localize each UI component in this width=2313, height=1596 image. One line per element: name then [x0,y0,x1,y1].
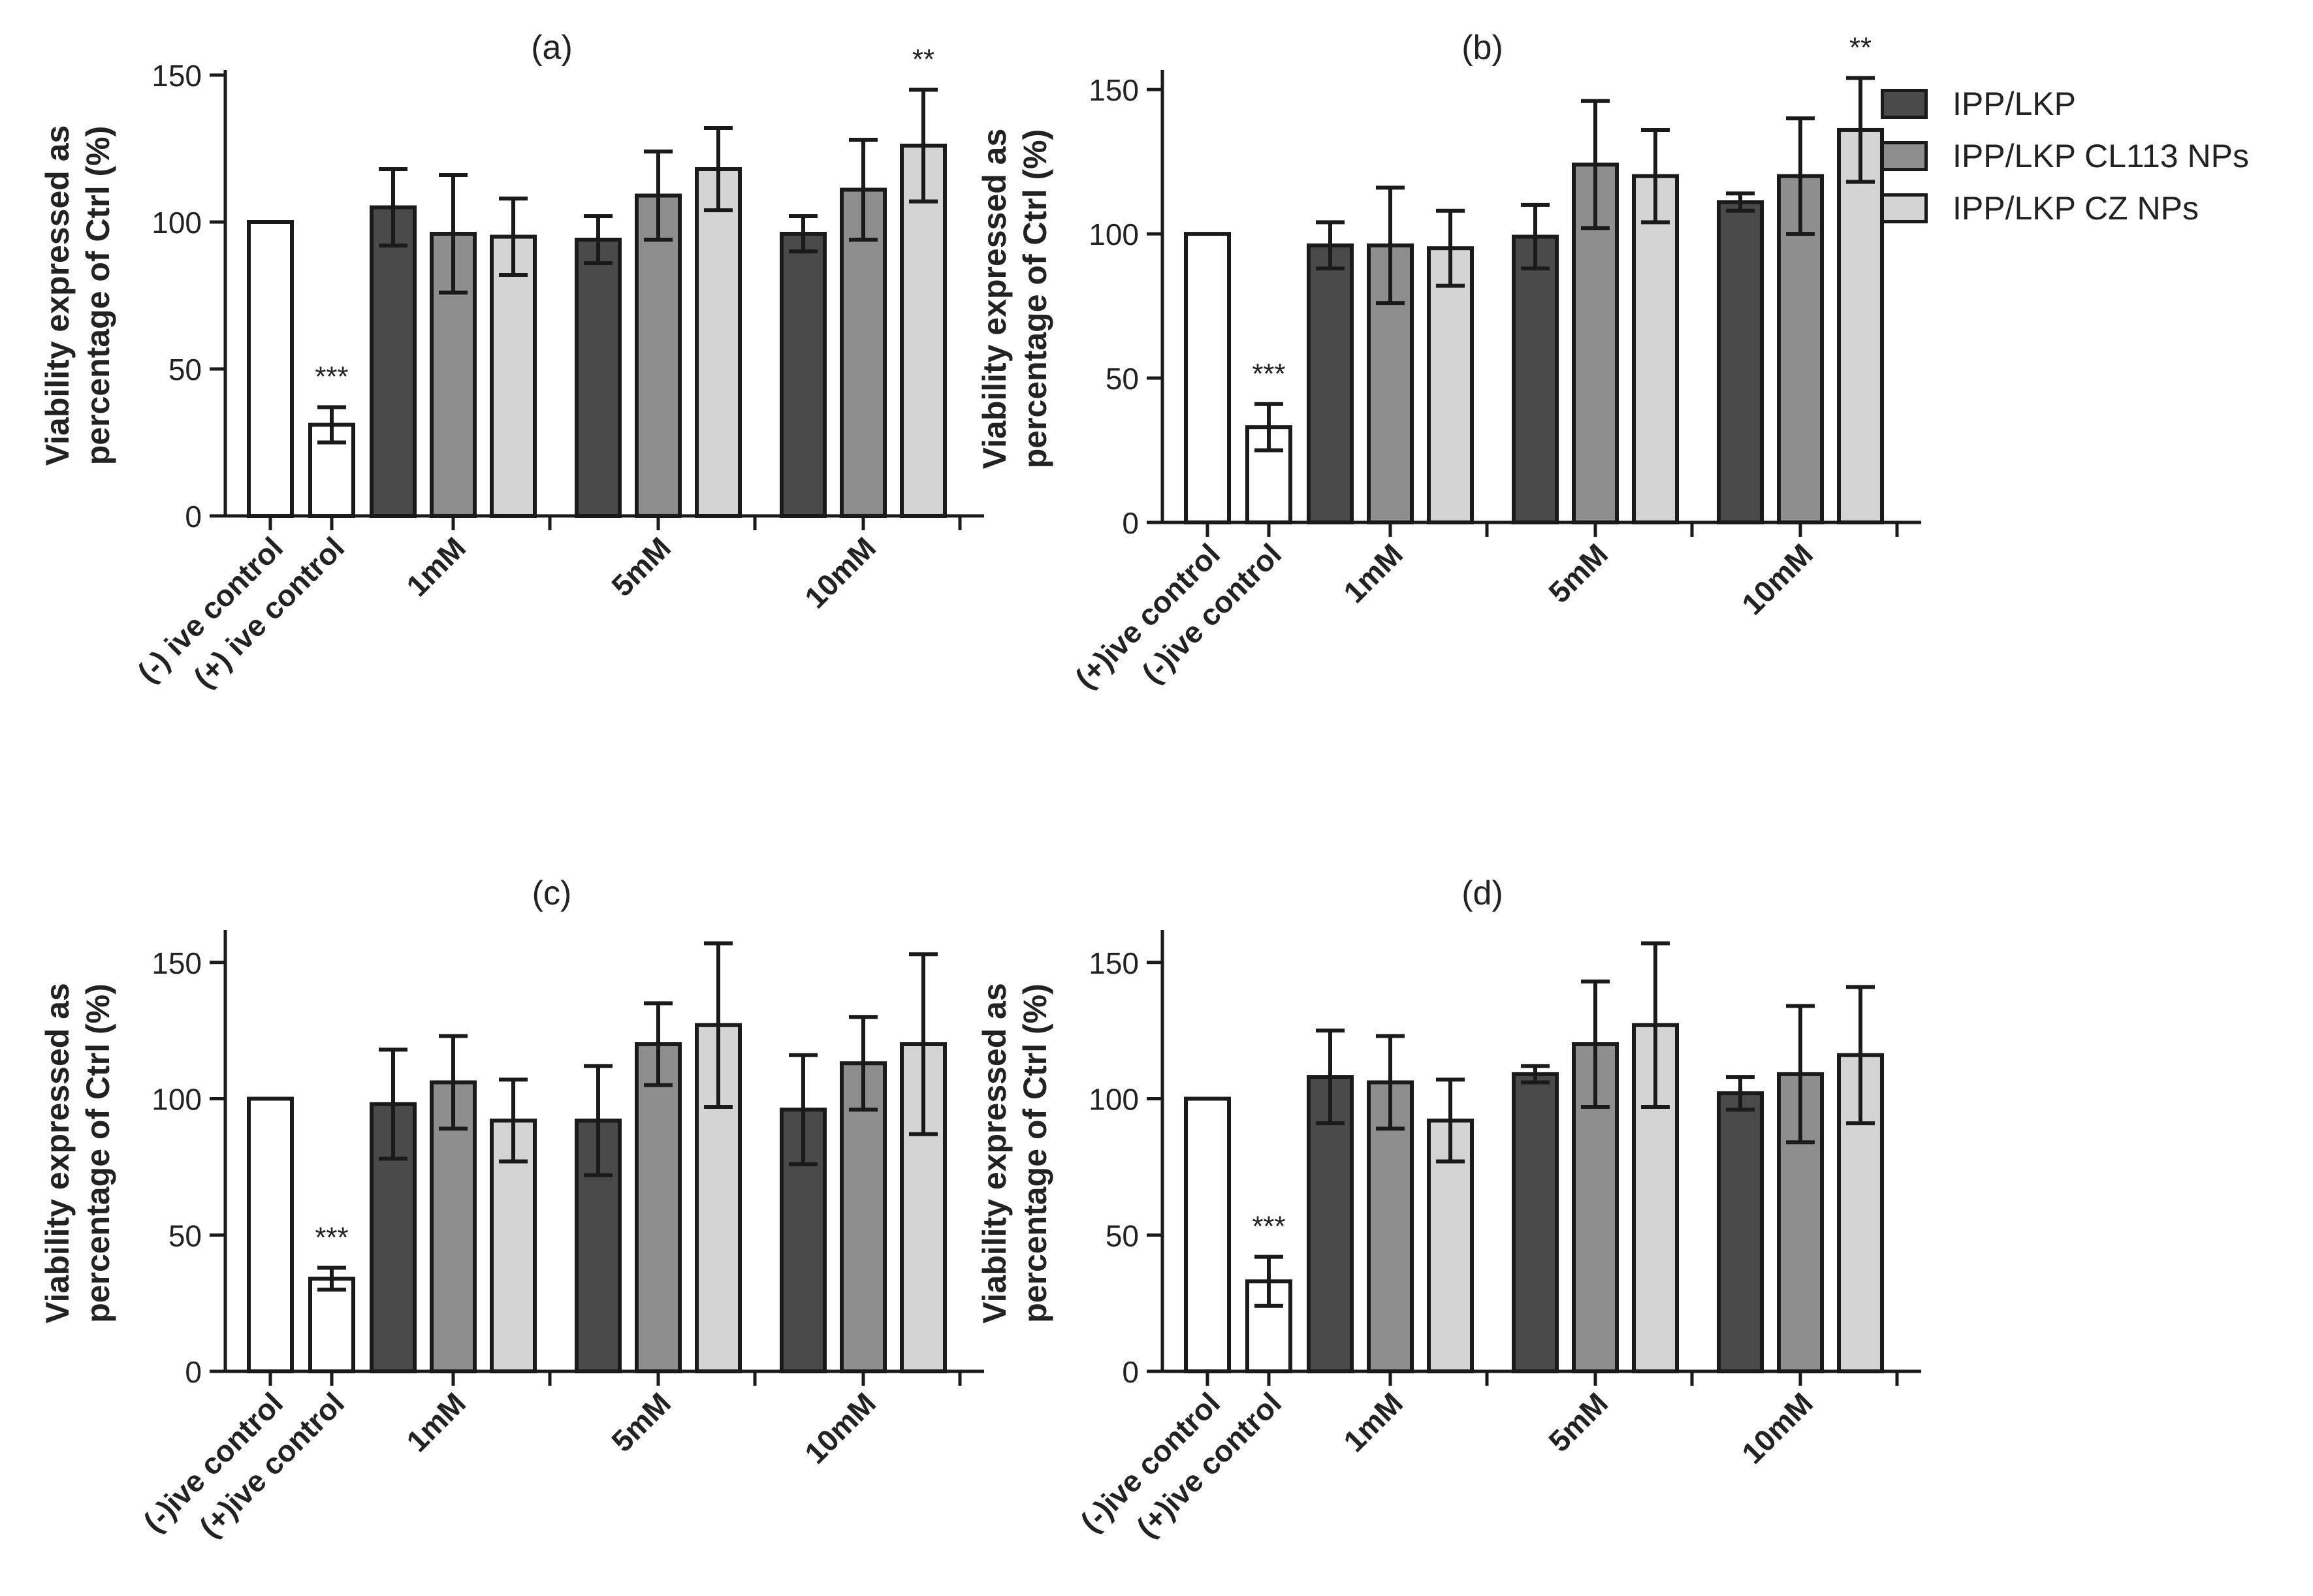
bar [780,232,827,518]
bar [1512,1072,1559,1374]
significance-label: *** [315,1221,348,1253]
x-category-label: 5mM [1542,1386,1614,1458]
legend-label-ipp-lkp: IPP/LKP [1953,86,2076,122]
bar [1717,1091,1764,1374]
bar [247,1096,294,1373]
y-tick-label: 150 [152,59,202,93]
legend-swatch-ipp-lkp-cz [1881,193,1928,223]
y-tick-label: 150 [152,946,202,980]
significance-label: ** [1849,31,1872,63]
x-category-label: 1mM [1337,1386,1409,1458]
bar [1717,200,1764,524]
y-tick-label: 50 [168,353,202,387]
bar [695,167,742,518]
y-tick-label: 100 [152,1083,202,1117]
x-category-label: 10mM [1735,537,1819,621]
bar [308,1277,355,1374]
significance-label: *** [315,361,348,393]
y-tick-label: 50 [1106,1219,1139,1253]
bar [247,220,294,518]
bar [1184,232,1231,524]
legend: IPP/LKP IPP/LKP CL113 NPs IPP/LKP CZ NPs [1881,84,2305,240]
bar [1777,1072,1824,1374]
chart-title: (d) [1461,874,1503,912]
y-tick-label: 100 [1089,1083,1139,1117]
y-tick-label: 100 [1089,217,1139,251]
y-tick-label: 0 [185,1355,202,1389]
y-axis-label: percentage of Ctrl (%) [1017,129,1053,469]
y-tick-label: 100 [152,206,202,240]
x-category-label: 10mM [798,530,882,614]
bar [575,238,622,518]
x-category-label: 1mM [400,1386,472,1458]
significance-label: ** [912,44,934,76]
bar [490,234,537,518]
y-tick-label: 0 [1122,1355,1139,1389]
bar [1837,127,1884,525]
bar [1307,243,1354,524]
y-axis-label: percentage of Ctrl (%) [80,126,116,466]
bar [1184,1096,1231,1373]
y-axis-label: Viability expressed as [976,983,1013,1324]
x-category-label: 10mM [798,1386,882,1470]
x-category-label: 5mM [605,530,677,603]
x-category-label: 1mM [400,530,472,603]
y-tick-label: 0 [185,500,202,534]
legend-swatch-ipp-lkp [1881,89,1928,119]
legend-item-ipp-lkp: IPP/LKP [1881,84,2305,136]
bar [635,1042,682,1373]
chart-title: (c) [532,874,572,912]
y-axis-label: Viability expressed as [976,129,1013,470]
significance-label: *** [1252,358,1285,390]
bar [1307,1075,1354,1373]
significance-label: *** [1252,1211,1285,1243]
y-axis-label: Viability expressed as [39,125,76,466]
chart-title: (b) [1461,29,1503,67]
x-category-label: 1mM [1337,537,1409,609]
legend-label-ipp-lkp-cl113: IPP/LKP CL113 NPs [1953,138,2249,174]
y-tick-label: 150 [1089,946,1139,980]
legend-swatch-ipp-lkp-cl113 [1881,141,1928,171]
y-axis-label: percentage of Ctrl (%) [1017,983,1053,1323]
x-category-label: 10mM [1735,1386,1819,1470]
chart-title: (a) [531,29,573,67]
y-axis-label: Viability expressed as [39,983,76,1324]
legend-label-ipp-lkp-cz: IPP/LKP CZ NPs [1953,190,2199,227]
y-tick-label: 50 [1106,362,1139,396]
y-tick-label: 150 [1089,73,1139,107]
bar [370,205,417,518]
bar [635,193,682,518]
legend-item-ipp-lkp-cz: IPP/LKP CZ NPs [1881,188,2305,240]
bar [1427,246,1474,524]
x-category-label: 5mM [1542,537,1614,609]
y-axis-label: percentage of Ctrl (%) [80,983,116,1323]
y-tick-label: 50 [168,1219,202,1253]
bar [1512,234,1559,524]
x-category-label: 5mM [605,1386,677,1458]
legend-item-ipp-lkp-cl113: IPP/LKP CL113 NPs [1881,136,2305,188]
bar [1632,174,1679,524]
bar [840,187,887,518]
y-tick-label: 0 [1122,506,1139,540]
